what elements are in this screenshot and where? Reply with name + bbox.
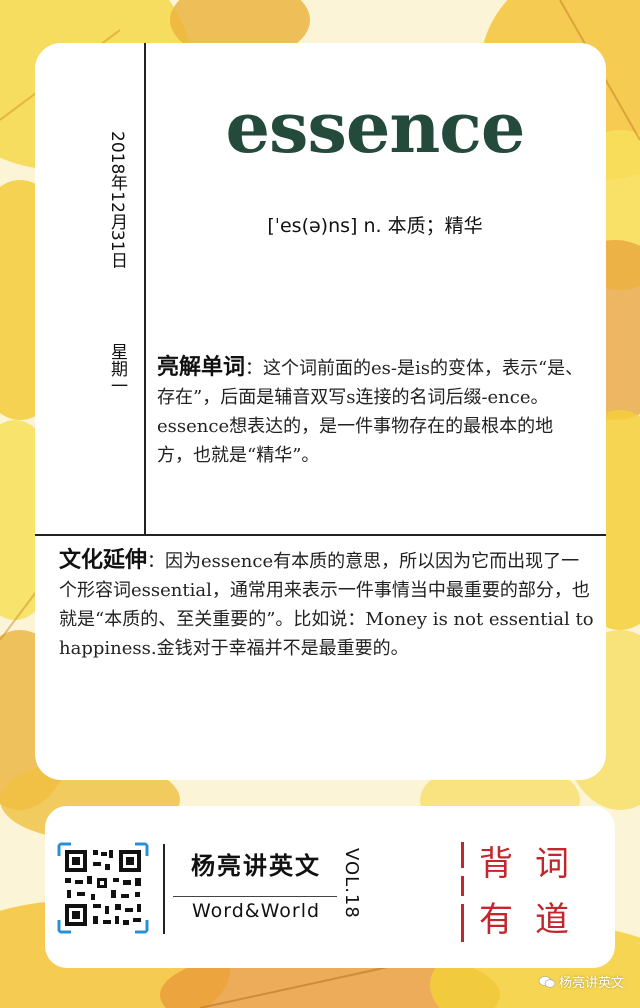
qr-code-icon[interactable] bbox=[57, 842, 149, 934]
red-accent-bar bbox=[461, 842, 464, 868]
horizontal-divider bbox=[35, 534, 606, 536]
watermark: 杨亮讲英文 bbox=[538, 972, 624, 991]
culture-extension: 文化延伸：因为essence有本质的意思，所以因为它而出现了一个形容词essen… bbox=[59, 546, 595, 663]
volume-label: VOL.18 bbox=[341, 848, 362, 919]
slogan-char: 道 bbox=[535, 900, 569, 940]
date-label: 2018年12月31日 bbox=[107, 131, 127, 269]
slogan-char: 词 bbox=[535, 844, 569, 884]
footer-divider bbox=[163, 844, 165, 934]
explain-heading: 亮解单词 bbox=[157, 354, 246, 380]
brand-name-en: Word&World bbox=[191, 900, 321, 922]
word-card: 2018年12月31日 星期一 essence [ˈes(ə)ns] n. 本质… bbox=[35, 43, 606, 780]
brand-rule bbox=[173, 896, 337, 897]
explain-body: ：这个词前面的es-是is的变体，表示“是、存在”，后面是辅音双写s连接的名词后… bbox=[157, 358, 584, 466]
slogan-char: 有 bbox=[479, 900, 513, 940]
slogan-char: 背 bbox=[479, 844, 513, 884]
wechat-icon bbox=[538, 976, 556, 988]
word-explanation: 亮解单词：这个词前面的es-是is的变体，表示“是、存在”，后面是辅音双写s连接… bbox=[157, 353, 589, 470]
brand-footer: 杨亮讲英文 Word&World VOL.18 背 词 有 道 bbox=[45, 806, 615, 968]
culture-body: ：因为essence有本质的意思，所以因为它而出现了一个形容词essential… bbox=[59, 551, 594, 659]
culture-heading: 文化延伸 bbox=[59, 547, 148, 573]
weekday-label: 星期一 bbox=[107, 343, 127, 394]
red-accent-bar bbox=[461, 876, 464, 896]
phonetic-definition: [ˈes(ə)ns] n. 本质；精华 bbox=[267, 215, 483, 237]
watermark-text: 杨亮讲英文 bbox=[558, 976, 624, 991]
headword: essence bbox=[225, 86, 526, 169]
vertical-divider bbox=[144, 43, 146, 534]
red-accent-bar bbox=[461, 904, 464, 942]
brand-name-cn: 杨亮讲英文 bbox=[191, 851, 321, 880]
